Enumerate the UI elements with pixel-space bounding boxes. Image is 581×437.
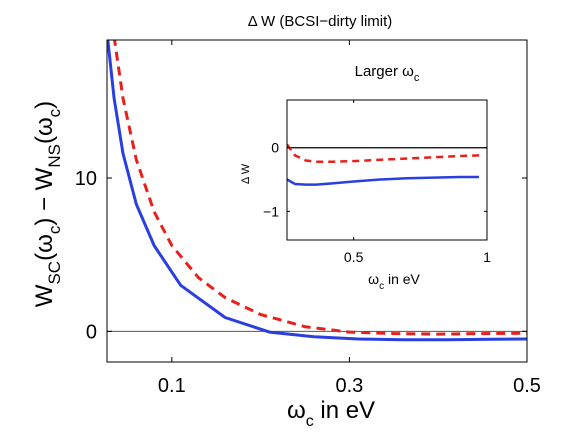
main-plot-area [107,40,527,342]
inset-series-line-0 [287,175,479,186]
inset-x-axis-label-sub: c [379,281,384,292]
main-y-axis-label-part: SC [45,261,64,285]
main-y-axis-label-part: W [31,284,58,307]
inset-x-axis-label-symbol: ω [368,271,379,287]
inset-background [287,100,487,240]
main-y-tick-label: 0 [86,321,97,343]
main-y-axis-label-part: (ω [31,234,58,261]
main-y-axis-label-part: (ω [31,117,58,144]
main-y-axis-label: WSC(ωc) − WNS(ωc) [31,101,64,307]
main-x-tick-label: 0.1 [158,375,186,397]
inset-axes-frame [286,99,488,241]
inset-y-axis-label: Δ W [240,163,252,184]
main-axes-frame [106,39,528,363]
inset-x-tick-label: 1 [483,249,491,265]
inset-chart: Larger ωc 0.5 1 0−1 ωc in eV Δ W [240,63,491,292]
main-y-axis-label-part: NS [45,144,64,168]
main-y-ticks: 0 10 [75,168,527,343]
inset-plot-area [287,143,487,186]
main-x-axis-label: ωc in eV [287,397,375,430]
main-chart: Δ W (BCSI−dirty limit) 0.1 0.3 0.5 010 ωc … [31,13,541,430]
main-y-axis-label-part: ) − W [31,167,58,225]
inset-series-line-1 [287,143,480,163]
main-x-ticks: 0.1 0.3 0.5 [158,40,541,397]
inset-x-ticks: 0.5 1 [344,100,491,265]
main-x-axis-label-symbol: ω [287,397,306,424]
inset-title-sub: c [414,72,420,84]
main-y-axis-label-part: c [45,108,64,117]
main-series-line-0 [107,40,527,342]
inset-x-tick-label: 0.5 [344,249,364,265]
inset-y-tick-label: 0 [271,140,279,156]
main-x-tick-label: 0.5 [513,375,541,397]
main-y-tick-label: 10 [75,168,97,190]
main-x-axis-label-suffix: in eV [314,397,375,424]
inset-x-axis-label: ωc in eV [368,271,420,292]
inset-y-tick-label: −1 [263,203,279,219]
inset-title-text: Larger ω [355,63,415,80]
inset-y-ticks: 0 −1 [263,140,487,219]
main-y-axis-label-part: ) [31,101,58,109]
main-x-tick-label: 0.3 [336,375,364,397]
inset-x-axis-label-suffix: in eV [384,271,420,287]
chart-title: Δ W (BCSI−dirty limit) [248,13,393,30]
main-y-axis-label-part: c [45,225,64,234]
main-x-axis-label-sub: c [306,413,314,430]
inset-title: Larger ωc [355,63,420,84]
